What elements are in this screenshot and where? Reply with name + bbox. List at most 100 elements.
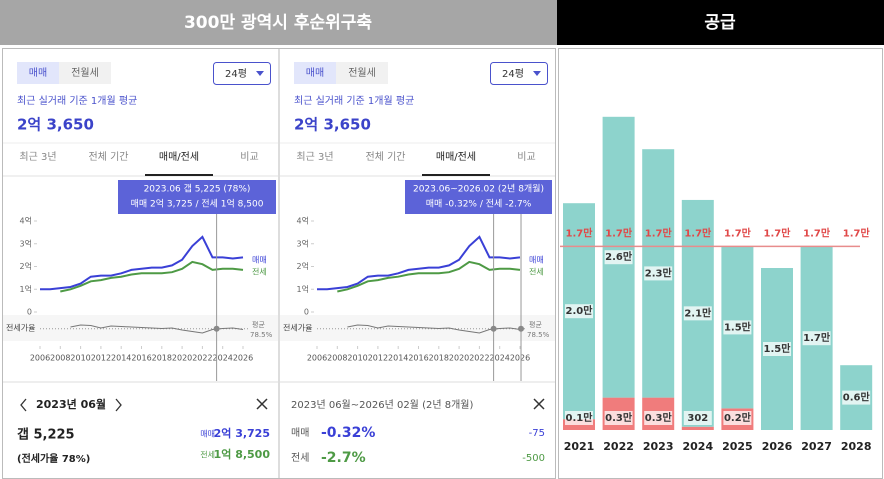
legend-label: 전세 (252, 267, 267, 277)
cursor-dot (490, 325, 497, 332)
value-label: 1.7만 (566, 226, 594, 239)
price-line (60, 260, 244, 293)
value-label: 302 (687, 413, 708, 424)
detail-key: 매매 (200, 430, 215, 439)
size-label[interactable]: 24평 (502, 68, 524, 80)
value-label: 1.7만 (803, 226, 831, 239)
cursor-dot (213, 325, 220, 332)
x-tick-label: 2025 (722, 440, 753, 453)
price: 2억 3,650 (294, 116, 371, 134)
x-tick-label: 2028 (841, 440, 872, 453)
value-label: 0.2만 (724, 411, 752, 424)
value-label: 1.7만 (605, 226, 633, 239)
gap: 갭 5,225 (17, 428, 75, 443)
x-tick-label: 2024 (213, 354, 233, 363)
tab[interactable] (17, 62, 59, 84)
tab-label[interactable]: 매매 (306, 67, 324, 79)
size-dropdown[interactable] (213, 62, 271, 85)
next-icon[interactable] (115, 398, 122, 412)
average-label: 78.5% (527, 331, 550, 339)
close-icon[interactable] (533, 398, 545, 410)
tab[interactable] (294, 62, 336, 84)
tab[interactable] (336, 62, 388, 84)
detail-value: -0.32% (321, 425, 375, 441)
label-box (763, 342, 791, 356)
y-tick-label: 3억 (20, 238, 32, 248)
value-label: 0.3만 (645, 411, 673, 424)
label-box (644, 411, 673, 425)
left-header (0, 0, 557, 45)
x-tick-label: 2020 (449, 354, 469, 363)
ratio-label: 전세가율 (6, 323, 35, 333)
price: 2억 3,650 (17, 116, 94, 134)
tooltip (118, 180, 276, 214)
period-tab[interactable]: 최근 3년 (296, 151, 333, 163)
tab[interactable] (59, 62, 111, 84)
gap-ratio: (전세가율 78%) (17, 452, 90, 465)
x-tick-label: 2014 (388, 354, 408, 363)
label-box (565, 411, 593, 425)
tooltip (405, 180, 552, 214)
close-icon[interactable] (256, 398, 268, 410)
size-label[interactable]: 24평 (225, 68, 247, 80)
period-tab[interactable]: 매매/전세 (159, 151, 199, 163)
y-tick-label: 2억 (20, 261, 32, 271)
value-label: 1.7만 (684, 226, 712, 239)
subtitle: 최근 실거래 기준 1개월 평균 (17, 95, 137, 107)
period-tab[interactable]: 비교 (517, 151, 535, 163)
value-label: 1.7만 (724, 226, 752, 239)
label-box (683, 411, 712, 425)
average-name: 평균 (529, 320, 542, 329)
tooltip-text: 매매 2억 3,725 / 전세 1억 8,500 (131, 198, 264, 210)
x-tick-label: 2016 (408, 354, 428, 363)
label-box (565, 304, 593, 319)
value-label: 1.5만 (724, 320, 752, 333)
x-tick-label: 2020 (172, 354, 192, 363)
x-tick-label: 2026 (510, 354, 530, 363)
x-tick-label: 2010 (70, 354, 90, 363)
cursor-dot (518, 325, 525, 332)
ratio-label: 전세가율 (283, 323, 312, 333)
y-tick-label: 0 (27, 308, 32, 317)
value-label: 1.7만 (843, 226, 871, 239)
x-tick-label: 2012 (91, 354, 111, 363)
period-tab[interactable]: 최근 3년 (19, 151, 56, 163)
x-tick-label: 2026 (233, 354, 253, 363)
value-label: 1.7만 (764, 226, 792, 239)
tab-label[interactable]: 매매 (29, 67, 47, 79)
size-dropdown[interactable] (490, 62, 548, 85)
tab-label[interactable]: 전월세 (71, 67, 99, 79)
period-tab[interactable]: 전체 기간 (89, 151, 129, 163)
x-tick-label: 2008 (327, 354, 347, 363)
x-tick-label: 2016 (131, 354, 151, 363)
label-box (802, 331, 831, 346)
right-header (557, 0, 884, 45)
value-label: 1.5만 (764, 342, 792, 355)
prev-icon[interactable] (20, 398, 27, 412)
detail-date: 2023년 06월~2026년 02월 (2년 8개월) (291, 399, 473, 411)
y-tick-label: 2억 (297, 261, 309, 271)
x-tick-label: 2023 (643, 440, 674, 453)
y-tick-label: 1억 (20, 284, 32, 294)
x-tick-label: 2018 (152, 354, 172, 363)
value-label: 1.7만 (803, 331, 831, 344)
price-line (40, 235, 244, 291)
label-box (644, 266, 673, 281)
x-tick-label: 2024 (682, 440, 713, 453)
x-tick-label: 2012 (368, 354, 388, 363)
label-box (842, 390, 871, 405)
price-line (337, 260, 521, 293)
value-label: 2.1만 (684, 306, 712, 319)
y-tick-label: 4억 (297, 216, 309, 226)
label-box (683, 306, 712, 321)
period-tab[interactable]: 매매/전세 (436, 151, 476, 163)
legend-label: 전세 (529, 267, 544, 277)
tab-label[interactable]: 전월세 (348, 67, 376, 79)
x-tick-label: 2024 (490, 354, 510, 363)
period-tab[interactable]: 전체 기간 (366, 151, 406, 163)
right-title: 공급 (704, 13, 736, 33)
detail-key: 전세 (291, 452, 309, 464)
period-tab[interactable]: 비교 (240, 151, 258, 163)
left-title: 300만 광역시 후순위구축 (184, 12, 372, 33)
